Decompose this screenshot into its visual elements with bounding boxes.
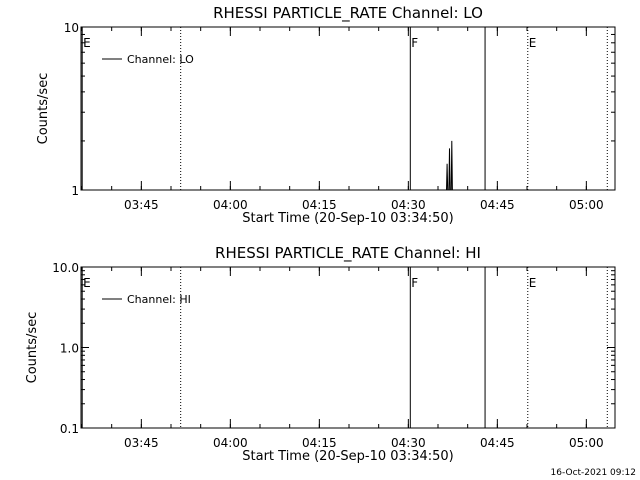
x-tick-label: 04:15 [302,436,337,450]
series-line [446,140,453,191]
x-tick-label: 04:00 [213,198,248,212]
x-tick-label: 04:45 [480,198,515,212]
event-marker-label: F [411,36,418,50]
y-tick-label: 1.0 [60,342,79,356]
event-marker-label: E [83,276,91,290]
x-tick-label: 04:30 [391,436,426,450]
x-axis-label: Start Time (20-Sep-10 03:34:50) [242,449,453,464]
footer-timestamp: 16-Oct-2021 09:12 [551,468,636,478]
hi-channel-panel: RHESSI PARTICLE_RATE Channel: HI 0.1 1.0 10… [25,244,616,464]
x-tick-label: 04:00 [213,436,248,450]
plot-frame [80,266,616,429]
event-marker-label: E [529,276,537,290]
event-marker-label: E [529,36,537,50]
legend-label: Channel: HI [127,293,191,306]
x-tick-label: 04:15 [302,198,337,212]
event-marker-label: E [83,36,91,50]
x-tick-label: 05:00 [569,436,604,450]
y-axis-label: Counts/sec [36,73,51,145]
x-tick-label: 05:00 [569,198,604,212]
y-tick-label: 10 [64,21,79,35]
legend-label: Channel: LO [127,53,194,66]
y-tick-label: 0.1 [60,422,79,436]
plot-frame [80,26,616,191]
x-tick-label: 04:45 [480,436,515,450]
y-axis-label: Counts/sec [25,312,40,384]
y-tick-label: 1 [71,184,79,198]
event-marker-label: F [411,276,418,290]
x-tick-label: 04:30 [391,198,426,212]
x-tick-label: 03:45 [124,436,159,450]
chart-title: RHESSI PARTICLE_RATE Channel: HI [215,244,481,263]
y-tick-label: 10.0 [52,261,79,275]
x-axis-label: Start Time (20-Sep-10 03:34:50) [242,211,453,226]
chart-title: RHESSI PARTICLE_RATE Channel: LO [213,4,483,23]
lo-channel-panel: RHESSI PARTICLE_RATE Channel: LO 1 10 03:45… [36,4,616,226]
x-tick-label: 03:45 [124,198,159,212]
